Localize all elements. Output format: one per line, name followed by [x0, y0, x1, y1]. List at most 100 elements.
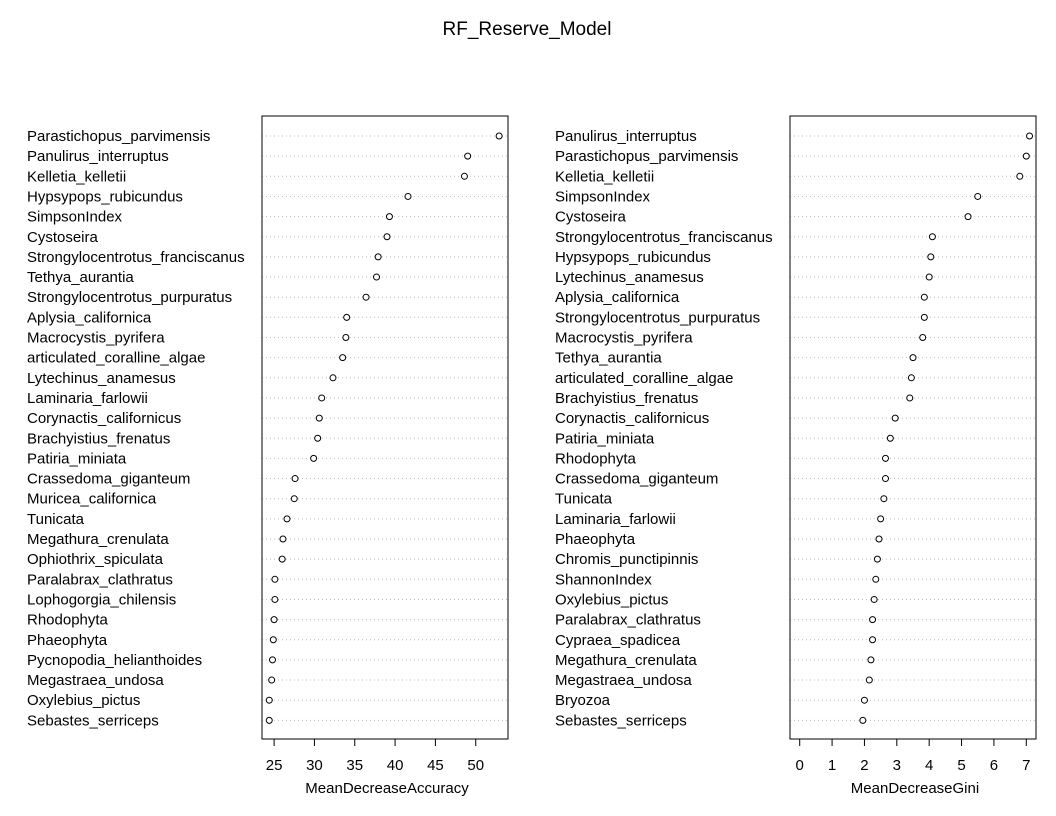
data-point	[278, 555, 286, 563]
x-axis-label: MeanDecreaseAccuracy	[305, 780, 469, 797]
category-label: SimpsonIndex	[27, 209, 123, 226]
category-label: Oxylebius_pictus	[27, 692, 140, 709]
data-point	[859, 716, 867, 724]
category-label: Strongylocentrotus_franciscanus	[555, 229, 773, 246]
category-label: Tethya_aurantia	[555, 350, 662, 367]
category-label: Cypraea_spadicea	[555, 632, 681, 649]
category-label: Parastichopus_parvimensis	[555, 148, 738, 165]
data-point	[362, 293, 370, 301]
category-label: Lophogorgia_chilensis	[27, 591, 176, 608]
category-label: Laminaria_farlowii	[555, 511, 676, 528]
data-point	[920, 293, 928, 301]
x-tick-label: 25	[266, 757, 283, 774]
plot-frame	[789, 115, 1037, 740]
category-label: Chromis_punctipinnis	[555, 551, 698, 568]
category-label: ShannonIndex	[555, 571, 652, 588]
category-label: Crassedoma_giganteum	[27, 471, 190, 488]
category-label: Strongylocentrotus_franciscanus	[27, 249, 245, 266]
category-label: Paralabrax_clathratus	[555, 612, 701, 629]
data-point	[872, 575, 880, 583]
data-point	[909, 354, 917, 362]
data-point	[279, 535, 287, 543]
category-label: Cystoseira	[27, 229, 99, 246]
data-point	[310, 454, 318, 462]
category-label: Rhodophyta	[555, 450, 637, 467]
data-point	[964, 213, 972, 221]
category-label: Kelletia_kelletii	[27, 168, 126, 185]
data-point	[865, 676, 873, 684]
category-label: Phaeophyta	[555, 531, 636, 548]
chart-title: RF_Reserve_Model	[443, 19, 612, 40]
data-point	[881, 454, 889, 462]
category-label: Hypsypops_rubicundus	[555, 249, 711, 266]
data-point	[318, 394, 326, 402]
data-point	[860, 696, 868, 704]
data-point	[875, 535, 883, 543]
category-label: Muricea_californica	[27, 491, 157, 508]
x-tick-label: 0	[796, 757, 804, 774]
category-label: Parastichopus_parvimensis	[27, 128, 210, 145]
category-label: Sebastes_serriceps	[555, 712, 687, 729]
category-label: Paralabrax_clathratus	[27, 571, 173, 588]
category-label: Oxylebius_pictus	[555, 591, 668, 608]
data-point	[270, 616, 278, 624]
x-tick-label: 45	[427, 757, 444, 774]
data-point	[925, 273, 933, 281]
category-label: Megastraea_undosa	[555, 672, 692, 689]
x-tick-label: 35	[346, 757, 363, 774]
category-label: Tunicata	[555, 491, 613, 508]
category-label: Phaeophyta	[27, 632, 108, 649]
data-point	[385, 213, 393, 221]
x-tick-label: 3	[893, 757, 901, 774]
data-point	[283, 515, 291, 523]
data-point	[373, 273, 381, 281]
plot-frame	[261, 115, 509, 740]
data-point	[290, 495, 298, 503]
data-point	[271, 575, 279, 583]
panel-mean-decrease-accuracy: Parastichopus_parvimensis Panulirus_inter…	[27, 115, 509, 797]
data-point	[873, 555, 881, 563]
category-label: Sebastes_serriceps	[27, 712, 159, 729]
category-label: Megastraea_undosa	[27, 672, 164, 689]
category-label: Corynactis_californicus	[555, 410, 709, 427]
data-point	[869, 616, 877, 624]
data-point	[460, 172, 468, 180]
data-point	[880, 495, 888, 503]
category-label: Ophiothrix_spiculata	[27, 551, 164, 568]
x-tick-label: 1	[828, 757, 836, 774]
data-point	[919, 334, 927, 341]
data-point	[374, 253, 382, 261]
category-label: Kelletia_kelletii	[555, 168, 654, 185]
category-label: Strongylocentrotus_purpuratus	[555, 309, 760, 326]
data-point	[495, 132, 503, 140]
data-point	[343, 313, 351, 321]
data-point	[920, 313, 928, 321]
data-point	[927, 253, 935, 261]
category-label: Hypsypops_rubicundus	[27, 188, 183, 205]
category-label: Bryozoa	[555, 692, 611, 709]
category-label: Lytechinus_anamesus	[555, 269, 704, 286]
data-point	[265, 716, 273, 724]
category-label: Tethya_aurantia	[27, 269, 134, 286]
data-point	[268, 676, 276, 684]
category-label: Corynactis_californicus	[27, 410, 181, 427]
data-point	[271, 595, 279, 603]
data-point	[867, 656, 875, 664]
category-label: Tunicata	[27, 511, 85, 528]
x-tick-label: 6	[990, 757, 998, 774]
data-point	[928, 233, 936, 241]
data-point	[1026, 132, 1034, 140]
x-axis-label: MeanDecreaseGini	[851, 780, 979, 797]
category-label: articulated_coralline_algae	[555, 370, 733, 387]
data-point	[886, 434, 894, 442]
data-point	[329, 374, 337, 382]
x-tick-label: 2	[860, 757, 868, 774]
data-point	[906, 394, 914, 402]
category-label: Brachyistius_frenatus	[555, 390, 698, 407]
category-label: Rhodophyta	[27, 612, 109, 629]
category-label: Lytechinus_anamesus	[27, 370, 176, 387]
category-label: Laminaria_farlowii	[27, 390, 148, 407]
category-label: Megathura_crenulata	[27, 531, 169, 548]
data-point	[314, 434, 322, 442]
